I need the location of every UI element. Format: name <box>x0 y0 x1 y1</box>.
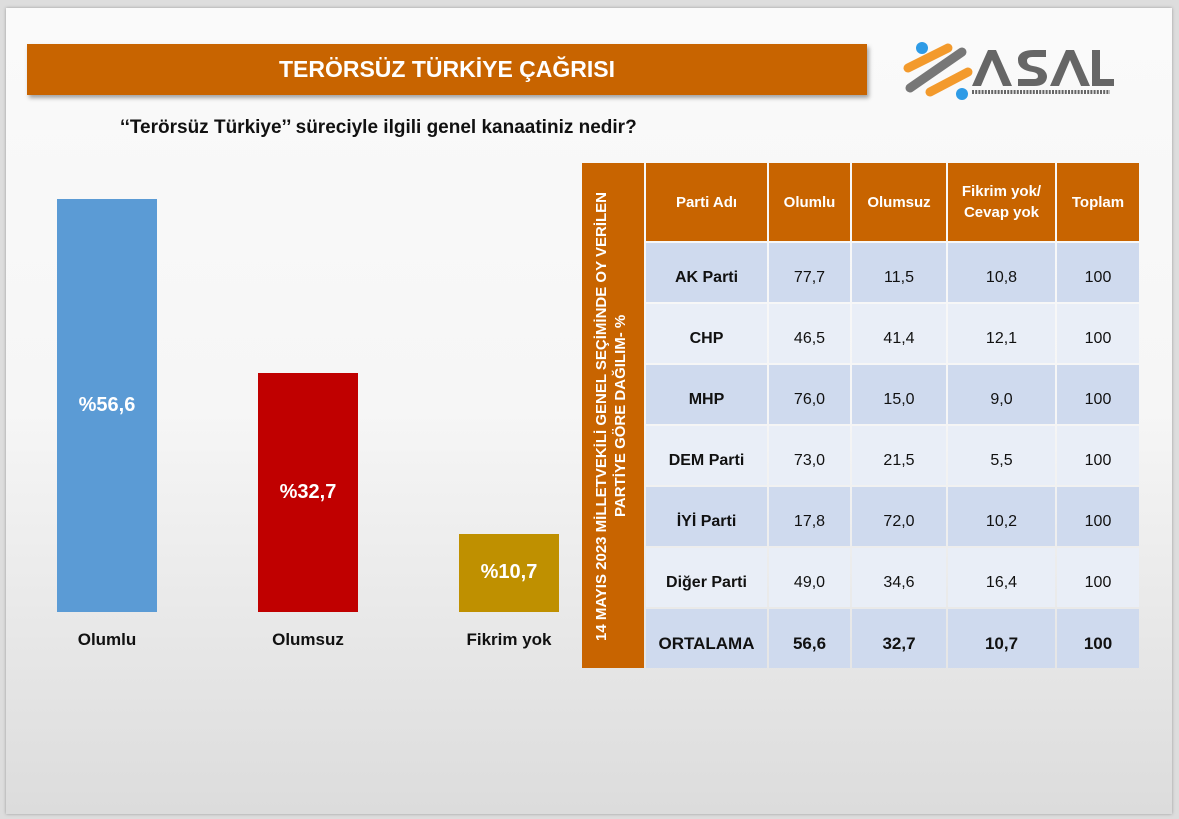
table-cell: 100 <box>1057 487 1139 546</box>
side-label-text: 14 MAYIS 2023 MİLLETVEKİLİ GENEL SEÇİMİN… <box>593 191 629 641</box>
bar-olumlu: %56,6 <box>57 198 157 612</box>
data-label: %56,6 <box>78 393 136 416</box>
party-name: MHP <box>646 365 767 424</box>
table-cell: 49,0 <box>769 548 850 607</box>
table-cell: 34,6 <box>852 548 946 607</box>
table-cell: 21,5 <box>852 426 946 485</box>
table-cell: 15,0 <box>852 365 946 424</box>
table-cell: 17,8 <box>769 487 850 546</box>
party-name: CHP <box>646 304 767 363</box>
header-party: Parti Adı <box>646 163 767 241</box>
side-label: 14 MAYIS 2023 MİLLETVEKİLİ GENEL SEÇİMİN… <box>582 163 644 668</box>
party-name: AK Parti <box>646 243 767 302</box>
survey-question: ‘‘Terörsüz Türkiye’’ süreciyle ilgili ge… <box>120 117 637 138</box>
table-cell: 5,5 <box>948 426 1055 485</box>
table-cell: 100 <box>1057 304 1139 363</box>
header-positive: Olumlu <box>769 163 850 241</box>
header-no-opinion: Fikrim yok/ Cevap yok <box>948 163 1055 241</box>
table-cell: 72,0 <box>852 487 946 546</box>
table-cell: 46,5 <box>769 304 850 363</box>
table-cell: 9,0 <box>948 365 1055 424</box>
table-cell: 100 <box>1057 365 1139 424</box>
table-cell: 32,7 <box>852 609 946 668</box>
table-cell: 100 <box>1057 609 1139 668</box>
category-label: Olumsuz <box>272 630 344 649</box>
table-cell: 100 <box>1057 243 1139 302</box>
data-label: %10,7 <box>480 561 538 584</box>
category-label: Fikrim yok <box>466 630 552 649</box>
table-cell: 10,7 <box>948 609 1055 668</box>
header-negative: Olumsuz <box>852 163 946 241</box>
category-label: Olumlu <box>77 630 137 649</box>
data-label: %32,7 <box>279 481 337 504</box>
party-name: Diğer Parti <box>646 548 767 607</box>
table-cell: 41,4 <box>852 304 946 363</box>
page-title: TERÖRSÜZ TÜRKİYE ÇAĞRISI <box>27 44 867 95</box>
header-total: Toplam <box>1057 163 1139 241</box>
party-name: ORTALAMA <box>646 609 767 668</box>
table-cell: 10,2 <box>948 487 1055 546</box>
table-cell: 56,6 <box>769 609 850 668</box>
table-cell: 76,0 <box>769 365 850 424</box>
bar-olumsuz: %32,7 <box>258 373 358 612</box>
asal-logo <box>903 42 1114 100</box>
table-cell: 16,4 <box>948 548 1055 607</box>
table-cell: 73,0 <box>769 426 850 485</box>
party-name: DEM Parti <box>646 426 767 485</box>
bar-fikrim-yok: %10,7 <box>459 533 559 612</box>
table-cell: 77,7 <box>769 243 850 302</box>
table-cell: 100 <box>1057 548 1139 607</box>
party-table: 14 MAYIS 2023 MİLLETVEKİLİ GENEL SEÇİMİN… <box>582 163 1139 668</box>
table-cell: 100 <box>1057 426 1139 485</box>
party-name: İYİ Parti <box>646 487 767 546</box>
table-cell: 12,1 <box>948 304 1055 363</box>
table-cell: 11,5 <box>852 243 946 302</box>
table-cell: 10,8 <box>948 243 1055 302</box>
